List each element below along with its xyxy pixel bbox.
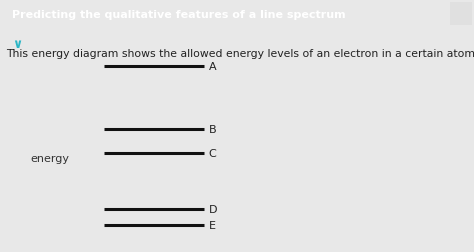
Text: ∨: ∨ [12,38,22,51]
Text: D: D [209,205,217,215]
Text: E: E [209,220,216,230]
Text: A: A [209,62,216,72]
Text: C: C [209,149,216,159]
Text: This energy diagram shows the allowed energy levels of an electron in a certain : This energy diagram shows the allowed en… [6,49,474,59]
Bar [450,3,472,26]
Text: B: B [209,124,216,134]
Text: Predicting the qualitative features of a line spectrum: Predicting the qualitative features of a… [12,10,346,19]
Text: energy: energy [31,153,70,163]
